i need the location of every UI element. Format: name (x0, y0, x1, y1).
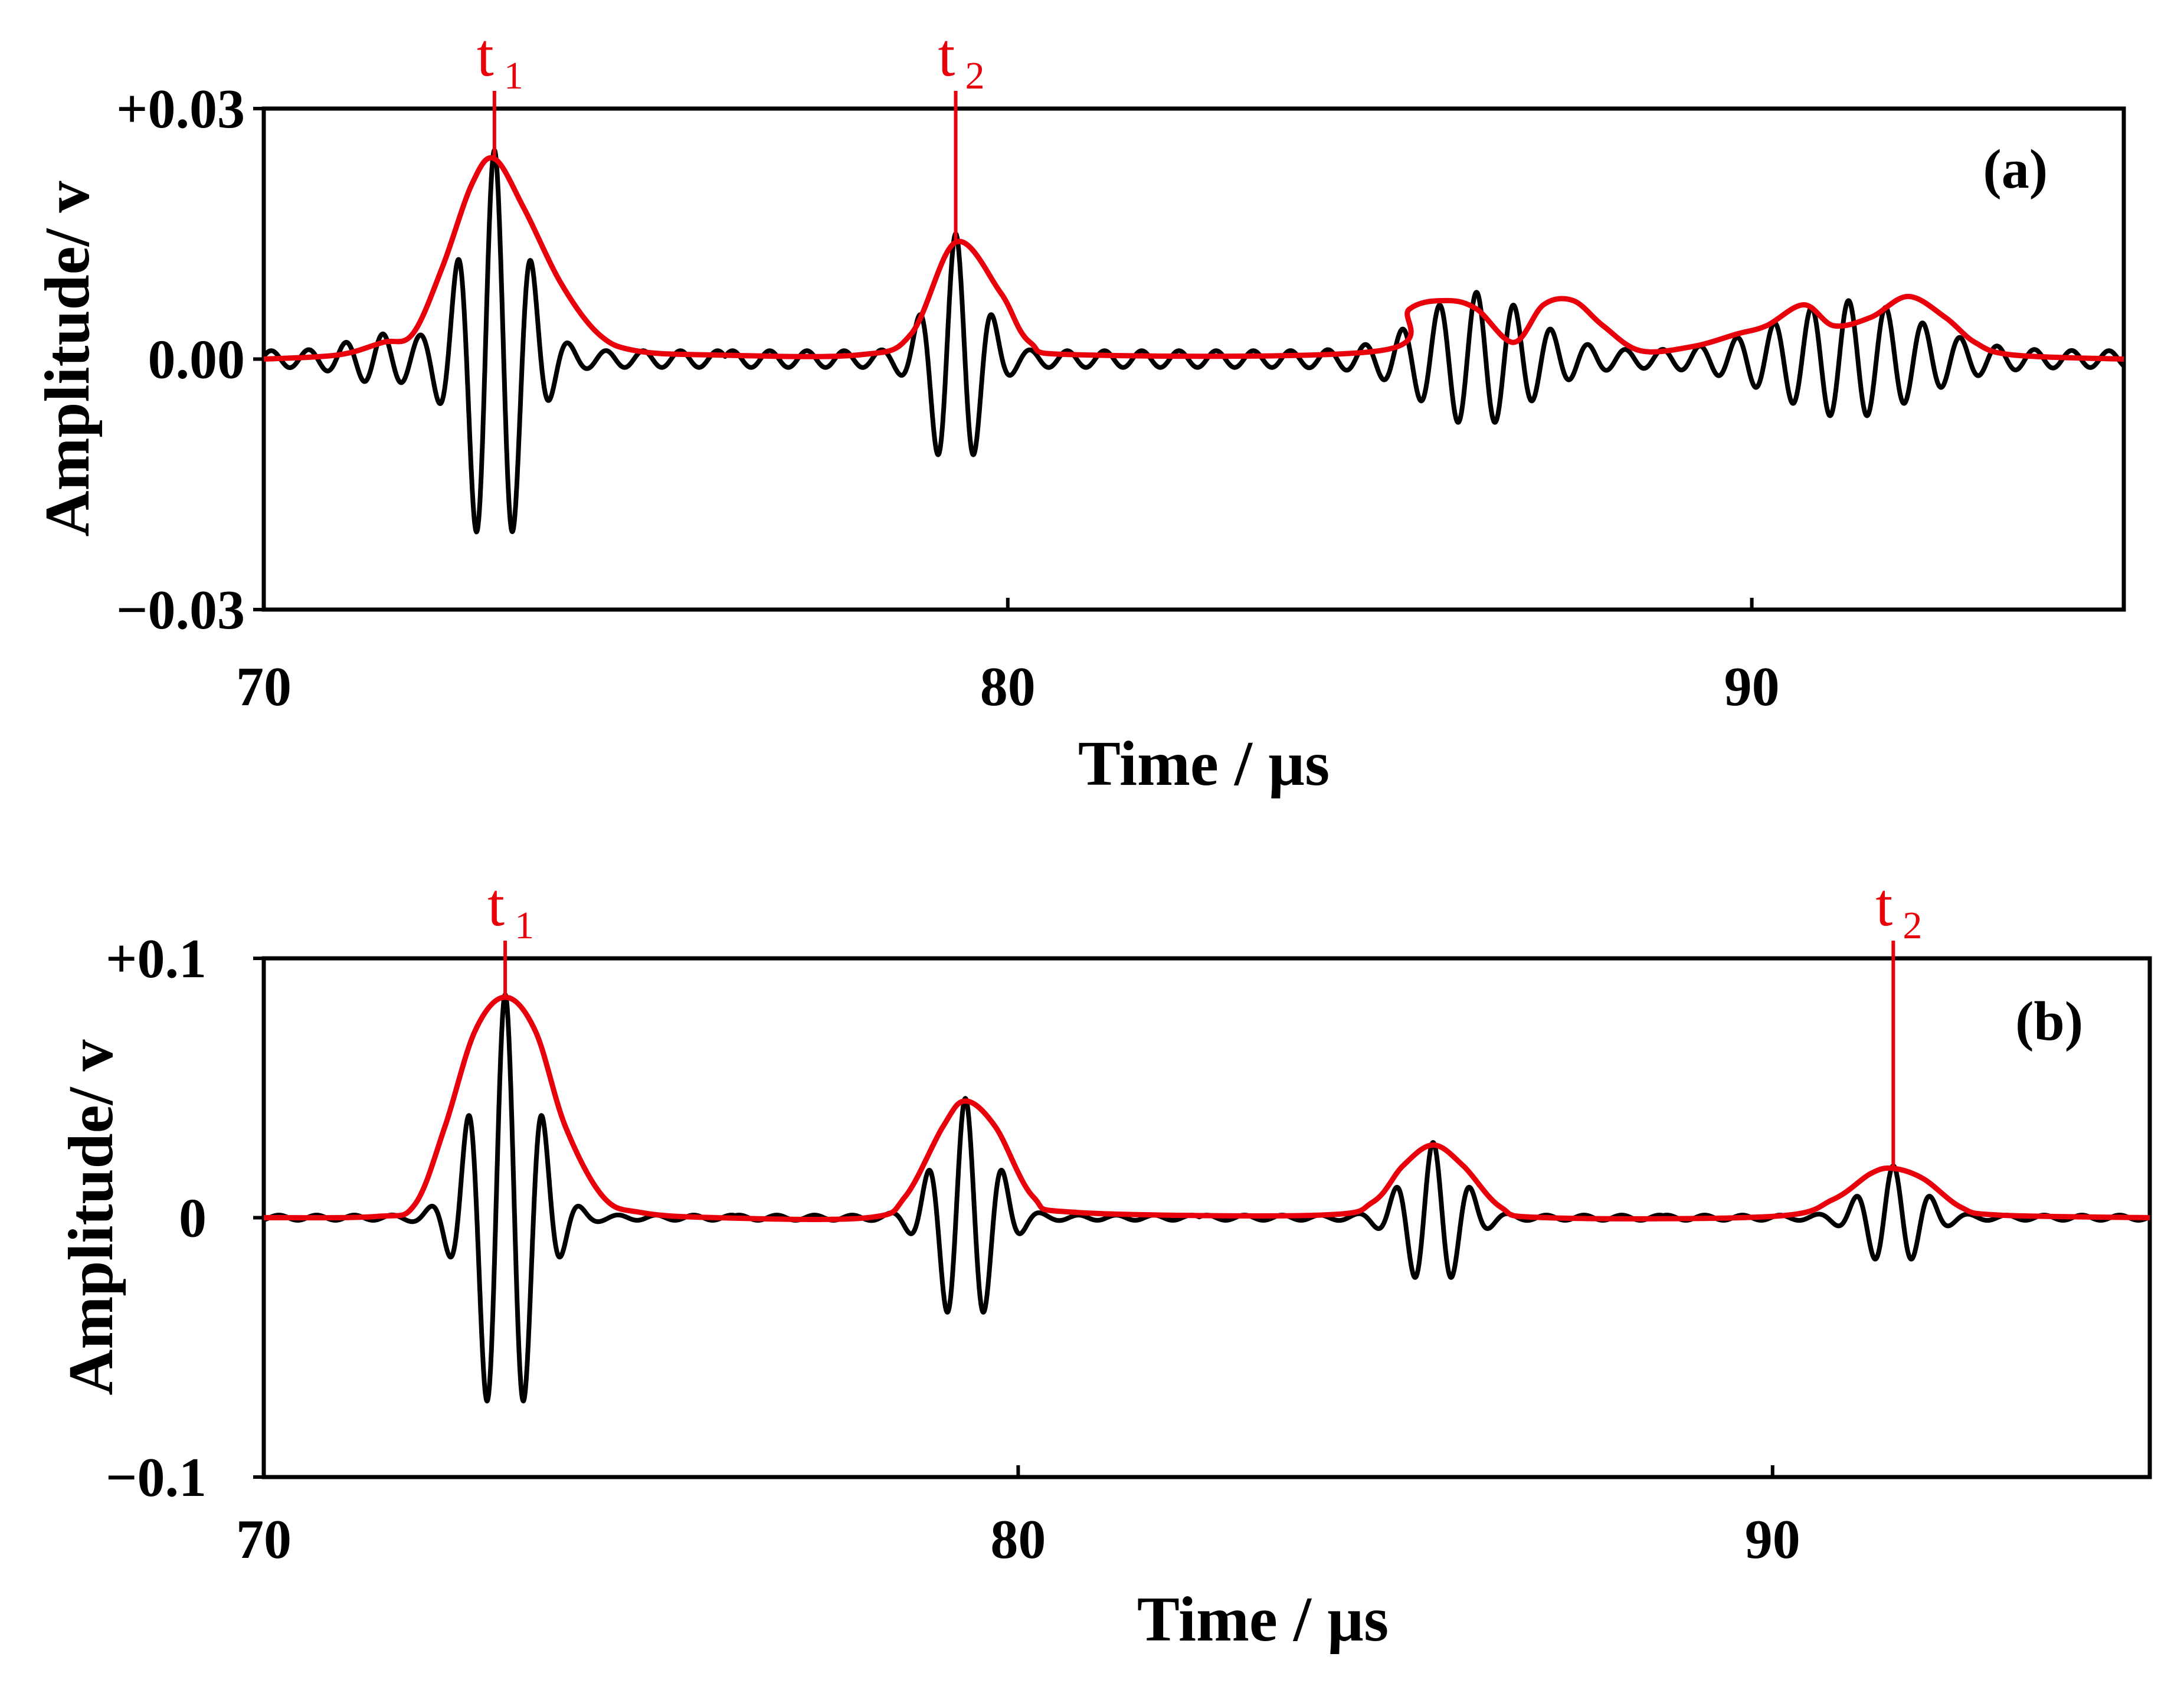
time-marker-subscript: 2 (1903, 904, 1922, 947)
y-tick-label: +0.03 (116, 78, 245, 140)
panel-label-a: (a) (1983, 139, 2048, 200)
y-tick-label: −0.1 (106, 1447, 207, 1508)
signal-layer-a (261, 148, 2126, 535)
ticks-a: 70 80 90 +0.03 0.00 −0.03 (116, 78, 1780, 718)
time-marker-label: t (1875, 871, 1892, 939)
time-marker-label: t (477, 21, 494, 89)
x-axis-title-a: Time / µs (1078, 729, 1330, 799)
panel-label-b: (b) (2015, 991, 2083, 1052)
envelope-curve (263, 155, 2124, 362)
signal-waveform (261, 148, 2126, 535)
time-marker-label: t (487, 871, 505, 939)
x-tick-label: 70 (236, 1509, 292, 1570)
y-tick-label: +0.1 (106, 928, 207, 990)
x-tick-label: 80 (990, 1509, 1046, 1570)
time-marker-label: t (938, 21, 955, 89)
time-marker-subscript: 1 (504, 54, 523, 97)
envelope-layer-b (263, 994, 2150, 1222)
time-marker-subscript: 2 (965, 54, 985, 97)
y-tick-label: −0.03 (116, 579, 245, 641)
x-tick-label: 70 (236, 656, 292, 718)
envelope-curve (263, 994, 2150, 1222)
x-axis-title-b: Time / µs (1137, 1584, 1389, 1655)
y-axis-title-b: Amplitude/ v (56, 1039, 126, 1395)
ticks-b: 70 80 90 +0.1 0 −0.1 (106, 928, 1800, 1570)
x-tick-label: 90 (1745, 1509, 1800, 1570)
x-tick-label: 80 (980, 656, 1036, 718)
envelope-layer-a (263, 155, 2124, 362)
y-tick-label: 0.00 (148, 329, 245, 391)
y-tick-label: 0 (179, 1188, 207, 1249)
y-axis-title-a: Amplitude/ v (32, 181, 103, 536)
time-marker-subscript: 1 (515, 904, 534, 947)
x-tick-label: 90 (1724, 656, 1780, 718)
